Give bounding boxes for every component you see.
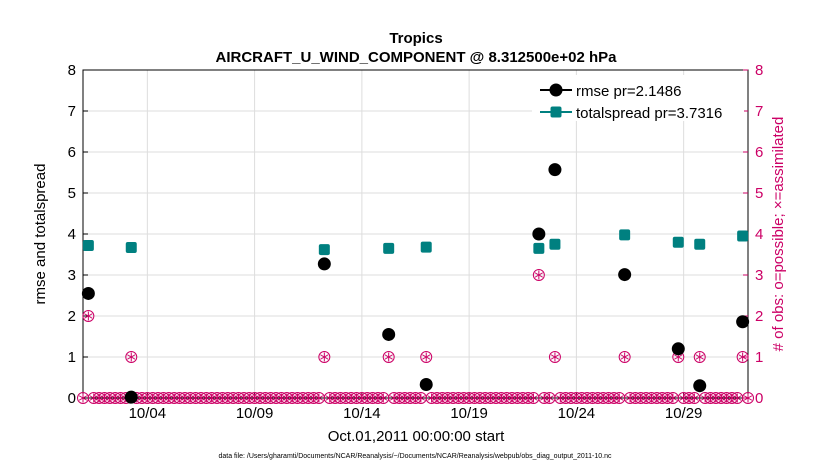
obs-possible-marker: [532, 269, 545, 281]
x-axis-tick-label: 10/19: [450, 405, 488, 422]
obs-possible-marker: [125, 351, 138, 363]
obs-assimilated-marker: [84, 311, 93, 321]
rmse-point: [419, 377, 433, 391]
rmse-point: [548, 163, 562, 177]
x-axis-tick-label: 10/24: [558, 405, 596, 422]
legend-totalspread-marker: [550, 106, 562, 118]
totalspread-point: [737, 230, 749, 242]
rmse-point: [618, 268, 632, 282]
x-axis-label: Oct.01,2011 00:00:00 start: [328, 428, 505, 445]
totalspread-point: [672, 236, 684, 248]
left-axis-tick-label: 1: [68, 349, 76, 366]
obs-assimilated-marker: [384, 352, 393, 362]
right-axis-tick-label: 3: [755, 267, 763, 284]
x-axis-tick-label: 10/09: [236, 405, 274, 422]
legend-totalspread-label: totalspread pr=3.7316: [576, 105, 722, 122]
right-axis-tick-label: 0: [755, 390, 763, 407]
right-axis-tick-label: 5: [755, 185, 763, 202]
x-axis-tick-label: 10/04: [129, 405, 167, 422]
chart-subtitle: AIRCRAFT_U_WIND_COMPONENT @ 8.312500e+02…: [216, 49, 618, 66]
series-markers: [81, 163, 750, 404]
x-axis-tick-label: 10/14: [343, 405, 381, 422]
left-axis-tick-label: 7: [68, 103, 76, 120]
obs-assimilated-marker: [738, 352, 747, 362]
obs-possible-marker: [548, 351, 561, 363]
totalspread-point: [420, 241, 432, 253]
right-axis-tick-label: 1: [755, 349, 763, 366]
obs-assimilated-marker: [416, 393, 426, 403]
legend-rmse-label: rmse pr=2.1486: [576, 83, 681, 100]
legend-rmse-marker: [549, 83, 563, 97]
legend: rmse pr=2.1486 totalspread pr=3.7316: [532, 75, 744, 122]
obs-assimilated-marker: [379, 393, 388, 403]
obs-assimilated-marker: [695, 352, 704, 362]
totalspread-point: [549, 238, 561, 250]
obs-assimilated-marker: [743, 393, 753, 403]
totalspread-point: [383, 242, 395, 254]
rmse-point: [124, 390, 138, 404]
obs-possible-marker: [382, 351, 395, 363]
totalspread-point: [694, 238, 706, 250]
rmse-point: [693, 379, 707, 393]
obs-assimilated-marker: [615, 393, 624, 403]
rmse-point: [317, 257, 331, 271]
left-axis-tick-label: 3: [68, 267, 76, 284]
left-axis-tick-label: 4: [68, 226, 76, 243]
left-axis-tick-label: 0: [68, 390, 76, 407]
rmse-point: [382, 327, 396, 341]
obs-count-markers: [77, 269, 754, 404]
obs-assimilated-marker: [620, 352, 629, 362]
totalspread-point: [125, 242, 137, 254]
rmse-point: [671, 342, 685, 356]
totalspread-point: [619, 229, 631, 241]
right-axis-tick-label: 2: [755, 308, 763, 325]
obs-possible-marker: [82, 310, 95, 322]
x-axis-ticks: 10/04 10/09 10/14 10/19 10/24 10/29: [129, 393, 703, 422]
grid-lines: [83, 70, 748, 398]
totalspread-point: [533, 242, 545, 254]
right-axis-ticks: 0 1 2 3 4 5 6 7 8: [743, 62, 763, 407]
obs-possible-marker: [618, 351, 631, 363]
x-axis-tick-label: 10/29: [665, 405, 703, 422]
obs-possible-marker: [736, 351, 749, 363]
left-axis-tick-label: 6: [68, 144, 76, 161]
legend-box: [532, 75, 744, 121]
obs-assimilated-marker: [690, 393, 699, 403]
obs-assimilated-marker: [668, 393, 678, 403]
rmse-point: [532, 227, 546, 241]
rmse-point: [81, 286, 95, 300]
left-axis-tick-label: 2: [68, 308, 76, 325]
obs-assimilated-marker: [314, 393, 324, 403]
obs-possible-marker: [742, 392, 754, 404]
right-axis-tick-label: 7: [755, 103, 763, 120]
obs-assimilated-marker: [733, 393, 742, 403]
obs-assimilated-marker: [422, 352, 431, 362]
chart-title: Tropics: [389, 30, 442, 47]
obs-assimilated-marker: [534, 270, 543, 280]
left-axis-ticks: 0 1 2 3 4 5 6 7 8: [68, 62, 88, 407]
obs-possible-marker: [420, 351, 433, 363]
rmse-point: [736, 315, 750, 329]
data-file-footnote: data file: /Users/gharamti/Documents/NCA…: [218, 453, 612, 460]
right-axis-tick-label: 8: [755, 62, 763, 79]
right-axis-label: # of obs: o=possible; ×=assimilated: [770, 117, 787, 352]
totalspread-point: [82, 239, 94, 251]
obs-assimilated-marker: [78, 393, 88, 403]
obs-assimilated-marker: [529, 393, 538, 403]
obs-assimilated-marker: [545, 393, 554, 403]
obs-possible-marker: [318, 351, 331, 363]
left-axis-tick-label: 5: [68, 185, 76, 202]
totalspread-point: [318, 244, 330, 256]
right-axis-tick-label: 6: [755, 144, 763, 161]
left-axis-tick-label: 8: [68, 62, 76, 79]
obs-assimilated-marker: [127, 352, 136, 362]
left-axis-label: rmse and totalspread: [32, 164, 49, 305]
obs-assimilated-marker: [320, 352, 329, 362]
right-axis-tick-label: 4: [755, 226, 763, 243]
obs-possible-marker: [693, 351, 706, 363]
obs-assimilated-marker: [550, 352, 560, 362]
